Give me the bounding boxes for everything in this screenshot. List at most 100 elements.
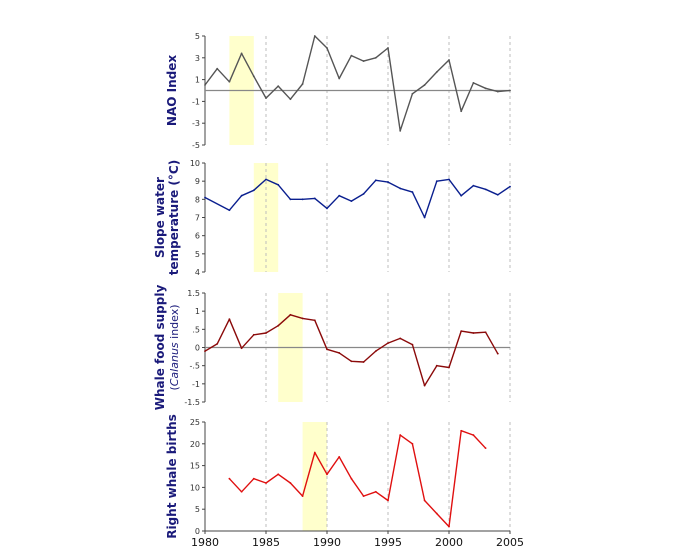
- data-point: [411, 343, 414, 346]
- x-tick-label: 2000: [435, 536, 463, 549]
- y-tick-label: 3: [195, 54, 200, 63]
- data-point: [313, 451, 316, 454]
- data-point: [326, 47, 328, 49]
- data-point: [362, 192, 365, 195]
- data-point: [435, 180, 438, 183]
- data-point: [411, 191, 414, 193]
- y-tick-label: 5: [195, 250, 200, 259]
- y-tick-label: 0: [195, 527, 200, 536]
- data-point: [326, 473, 328, 476]
- panel-3: -1.5 -1 -.5 0 .5 1 1.5 Whale food supply (Calanu…: [153, 285, 511, 410]
- data-point: [484, 447, 487, 450]
- data-point: [277, 473, 280, 476]
- y-tick-label: 6: [195, 232, 200, 241]
- data-point: [313, 319, 316, 322]
- series-line: [204, 178, 511, 219]
- data-point: [277, 85, 280, 88]
- data-point: [435, 512, 438, 515]
- y-tick-label: -5: [192, 141, 200, 150]
- data-point: [387, 47, 389, 49]
- data-point: [460, 330, 463, 333]
- data-point: [362, 361, 365, 363]
- data-point: [472, 434, 475, 436]
- data-point: [252, 333, 255, 336]
- data-point: [289, 482, 292, 484]
- data-point: [228, 318, 231, 321]
- panel-1: -5 -3 -1 1 3 5 NAO Index: [165, 32, 511, 150]
- data-point: [240, 194, 243, 197]
- data-point: [204, 84, 206, 86]
- data-point: [411, 92, 414, 95]
- x-tick-label: 1980: [191, 536, 219, 549]
- data-point: [374, 490, 377, 493]
- y-tick-label: -.5: [189, 362, 200, 371]
- y-tick-label: 0: [195, 344, 200, 353]
- data-point: [399, 434, 402, 436]
- data-point: [448, 525, 450, 528]
- y-tick-label: 4: [195, 268, 200, 277]
- y-tick-label: 8: [195, 195, 200, 204]
- data-point: [265, 332, 267, 334]
- data-point: [399, 187, 402, 190]
- panel-2: 4 5 6 7 8 9 10 Slope water temperature (°C): [153, 159, 511, 277]
- y-axis-label: Right whale births: [165, 414, 179, 539]
- y-tick-label: 1: [195, 76, 200, 85]
- data-point: [435, 364, 438, 367]
- data-point: [301, 495, 304, 498]
- series-line: [204, 314, 499, 387]
- data-point: [301, 198, 304, 201]
- data-point: [423, 384, 426, 387]
- data-point: [289, 313, 292, 316]
- data-point: [472, 81, 475, 84]
- data-point: [216, 67, 219, 70]
- y-tick-label: 5: [195, 32, 200, 41]
- y-tick-label: 15: [190, 462, 200, 471]
- y-tick-label: 10: [190, 483, 200, 492]
- data-point: [204, 350, 206, 353]
- data-point: [265, 482, 267, 484]
- data-point: [460, 429, 463, 432]
- data-point: [472, 332, 475, 334]
- data-point: [252, 75, 255, 78]
- data-point: [265, 178, 267, 181]
- data-point: [399, 129, 402, 132]
- series-line: [228, 430, 487, 528]
- y-tick-label: -1: [192, 380, 200, 389]
- x-tick-label: 1990: [313, 536, 341, 549]
- y-tick-label: 1.5: [187, 289, 200, 298]
- y-axis-label: NAO Index: [165, 55, 179, 126]
- data-point: [460, 194, 463, 197]
- y-tick-label: -3: [192, 119, 200, 128]
- data-point: [240, 52, 243, 55]
- data-point: [289, 98, 292, 101]
- y-axis-label-line2: (Calanus index): [168, 304, 181, 390]
- data-point: [448, 178, 450, 181]
- y-tick-label: 20: [190, 440, 200, 449]
- data-point: [252, 477, 255, 480]
- y-tick-label: 25: [190, 418, 200, 427]
- data-point: [216, 342, 219, 345]
- data-point: [496, 90, 499, 93]
- y-tick-label: 5: [195, 505, 200, 514]
- data-point: [496, 193, 499, 196]
- data-point: [228, 477, 231, 480]
- data-point: [277, 324, 280, 327]
- data-point: [338, 77, 341, 80]
- data-point: [484, 188, 487, 191]
- data-point: [509, 89, 511, 92]
- data-point: [338, 194, 341, 197]
- y-tick-label: 7: [195, 214, 200, 223]
- y-tick-label: -1.5: [184, 398, 200, 407]
- data-point: [460, 110, 463, 113]
- data-point: [252, 189, 255, 192]
- x-tick-label: 2005: [496, 536, 524, 549]
- x-tick-label: 1985: [252, 536, 280, 549]
- y-tick-label: .5: [192, 325, 200, 334]
- y-tick-label: -1: [192, 97, 200, 106]
- data-point: [387, 181, 389, 183]
- data-point: [472, 184, 475, 187]
- data-point: [301, 317, 304, 320]
- data-point: [326, 207, 328, 210]
- data-point: [301, 83, 304, 85]
- data-point: [313, 197, 316, 200]
